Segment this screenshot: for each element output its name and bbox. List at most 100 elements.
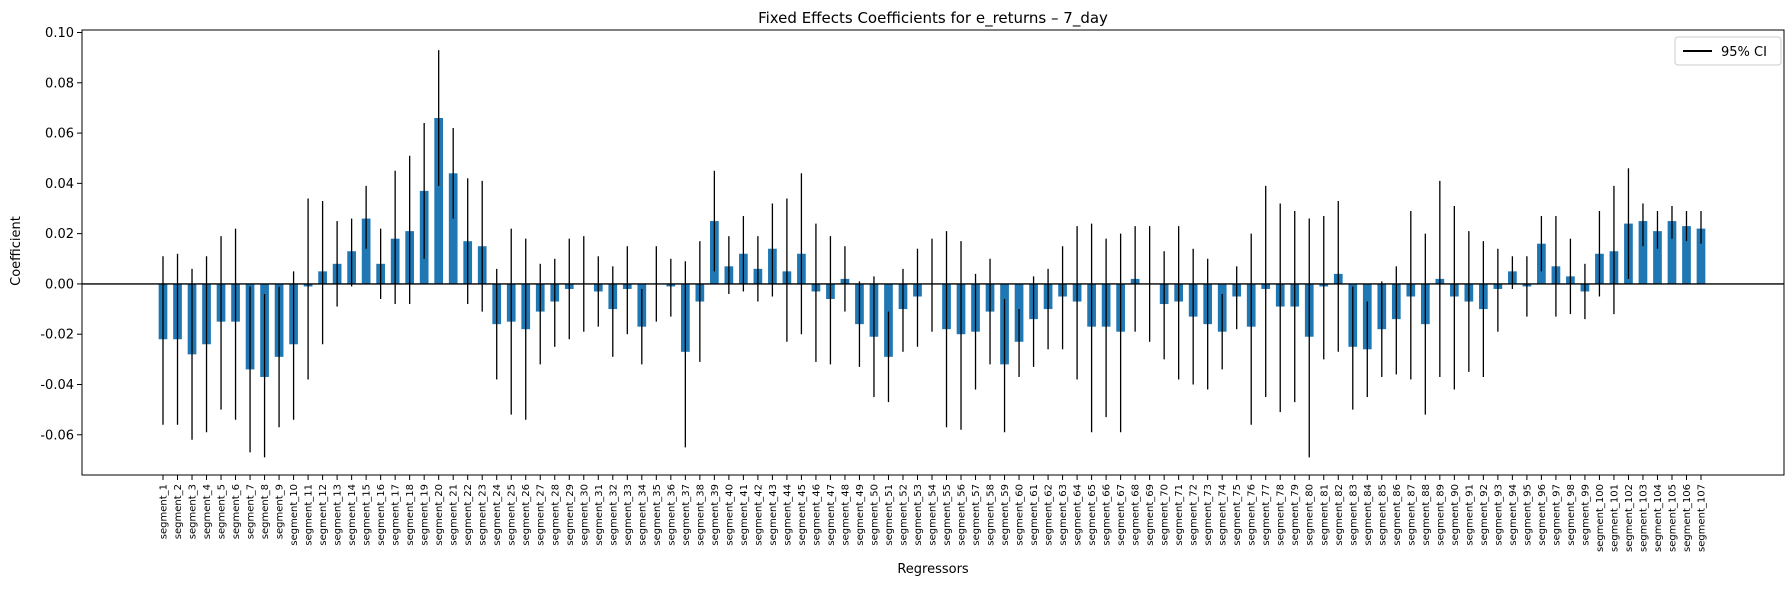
- x-tick-label: segment_70: [1160, 484, 1171, 546]
- x-axis-ticks: segment_1 segment_2 segment_3 segment_4 segm…: [159, 475, 1708, 552]
- x-tick-label: segment_27: [536, 484, 547, 546]
- x-tick-label: segment_55: [942, 484, 953, 546]
- x-tick-label: segment_69: [1145, 484, 1156, 546]
- y-tick-label: 0.10: [45, 26, 74, 41]
- x-tick-label: segment_107: [1697, 484, 1708, 552]
- x-tick-label: segment_86: [1392, 484, 1403, 546]
- x-tick-label: segment_66: [1102, 484, 1113, 546]
- y-tick-label: 0.00: [45, 277, 74, 292]
- x-tick-label: segment_104: [1653, 484, 1664, 552]
- x-tick-label: segment_53: [913, 484, 924, 546]
- x-tick-label: segment_99: [1580, 484, 1591, 546]
- x-tick-label: segment_44: [782, 484, 793, 546]
- x-tick-label: segment_14: [347, 484, 358, 546]
- x-tick-label: segment_10: [289, 484, 300, 546]
- plot-frame: [81, 29, 1785, 476]
- x-tick-label: segment_1: [159, 484, 170, 539]
- x-tick-label: segment_49: [855, 484, 866, 546]
- x-tick-label: segment_92: [1479, 484, 1490, 546]
- x-tick-label: segment_97: [1551, 484, 1562, 546]
- legend: 95% CI: [1674, 36, 1782, 66]
- x-tick-label: segment_20: [434, 484, 445, 546]
- x-tick-label: segment_77: [1261, 484, 1272, 546]
- y-tick-label: -0.04: [40, 378, 74, 393]
- error-bars: [162, 50, 1702, 458]
- x-tick-label: segment_74: [1218, 484, 1229, 546]
- x-tick-label: segment_95: [1522, 484, 1533, 546]
- x-tick-label: segment_71: [1174, 484, 1185, 546]
- bar-segment_21: [448, 173, 458, 284]
- y-tick-label: 0.04: [45, 177, 74, 192]
- x-tick-label: segment_85: [1377, 484, 1388, 546]
- bar-segment_104: [1653, 231, 1662, 284]
- x-tick-label: segment_28: [550, 484, 561, 546]
- x-tick-label: segment_38: [695, 484, 706, 546]
- x-tick-label: segment_9: [275, 484, 286, 539]
- bar-segment_107: [1696, 228, 1706, 284]
- x-tick-label: segment_31: [594, 484, 605, 546]
- x-tick-label: segment_79: [1290, 484, 1301, 546]
- x-tick-label: segment_11: [304, 484, 315, 546]
- x-tick-label: segment_21: [449, 484, 460, 546]
- x-tick-label: segment_17: [391, 484, 402, 546]
- bar-segment_20: [434, 117, 444, 284]
- bar-segment_105: [1667, 221, 1677, 284]
- x-tick-label: segment_78: [1276, 484, 1287, 546]
- x-tick-label: segment_61: [1029, 484, 1040, 546]
- x-tick-label: segment_48: [840, 484, 851, 546]
- x-tick-label: segment_36: [666, 484, 677, 546]
- x-tick-label: segment_105: [1667, 484, 1678, 552]
- x-tick-label: segment_87: [1406, 484, 1417, 546]
- x-tick-label: segment_7: [246, 484, 257, 539]
- x-tick-label: segment_12: [318, 484, 329, 546]
- x-tick-label: segment_22: [463, 484, 474, 546]
- x-tick-label: segment_91: [1464, 484, 1475, 546]
- x-tick-label: segment_3: [188, 484, 199, 539]
- x-tick-label: segment_19: [420, 484, 431, 546]
- y-tick-label: 0.02: [45, 227, 74, 242]
- x-tick-label: segment_94: [1508, 484, 1519, 546]
- x-tick-label: segment_2: [173, 484, 184, 539]
- y-tick-label: 0.06: [45, 127, 74, 142]
- x-tick-label: segment_5: [217, 484, 228, 539]
- x-tick-label: segment_98: [1566, 484, 1577, 546]
- y-axis-label: Coefficient: [9, 216, 24, 286]
- x-tick-label: segment_73: [1203, 484, 1214, 546]
- x-tick-label: segment_63: [1058, 484, 1069, 546]
- x-tick-label: segment_45: [797, 484, 808, 546]
- x-tick-label: segment_68: [1131, 484, 1142, 546]
- x-tick-label: segment_72: [1189, 484, 1200, 546]
- x-tick-label: segment_88: [1421, 484, 1432, 546]
- x-tick-label: segment_102: [1624, 484, 1635, 552]
- x-tick-label: segment_23: [478, 484, 489, 546]
- x-tick-label: segment_26: [521, 484, 532, 546]
- y-tick-label: -0.06: [40, 428, 74, 443]
- x-tick-label: segment_41: [739, 484, 750, 546]
- x-tick-label: segment_15: [362, 484, 373, 546]
- x-tick-label: segment_6: [231, 484, 242, 539]
- legend-ci-label: 95% CI: [1721, 45, 1767, 60]
- x-tick-label: segment_42: [753, 484, 764, 546]
- x-tick-label: segment_103: [1638, 484, 1649, 552]
- x-tick-label: segment_65: [1087, 484, 1098, 546]
- x-tick-label: segment_57: [971, 484, 982, 546]
- x-tick-label: segment_50: [869, 484, 880, 546]
- x-tick-label: segment_33: [623, 484, 634, 546]
- x-tick-label: segment_82: [1334, 484, 1345, 546]
- x-tick-label: segment_60: [1015, 484, 1026, 546]
- x-tick-label: segment_100: [1595, 484, 1606, 552]
- x-tick-label: segment_8: [260, 484, 271, 539]
- x-tick-label: segment_67: [1116, 484, 1127, 546]
- x-tick-label: segment_51: [884, 484, 895, 546]
- x-tick-label: segment_106: [1682, 484, 1693, 552]
- bar-segment_15: [361, 218, 371, 284]
- x-tick-label: segment_64: [1073, 484, 1084, 546]
- x-tick-label: segment_54: [928, 484, 939, 546]
- x-tick-label: segment_30: [579, 484, 590, 546]
- x-tick-label: segment_81: [1319, 484, 1330, 546]
- x-tick-label: segment_40: [724, 484, 735, 546]
- x-tick-label: segment_101: [1609, 484, 1620, 552]
- x-tick-label: segment_52: [898, 484, 909, 546]
- x-tick-label: segment_83: [1348, 484, 1359, 546]
